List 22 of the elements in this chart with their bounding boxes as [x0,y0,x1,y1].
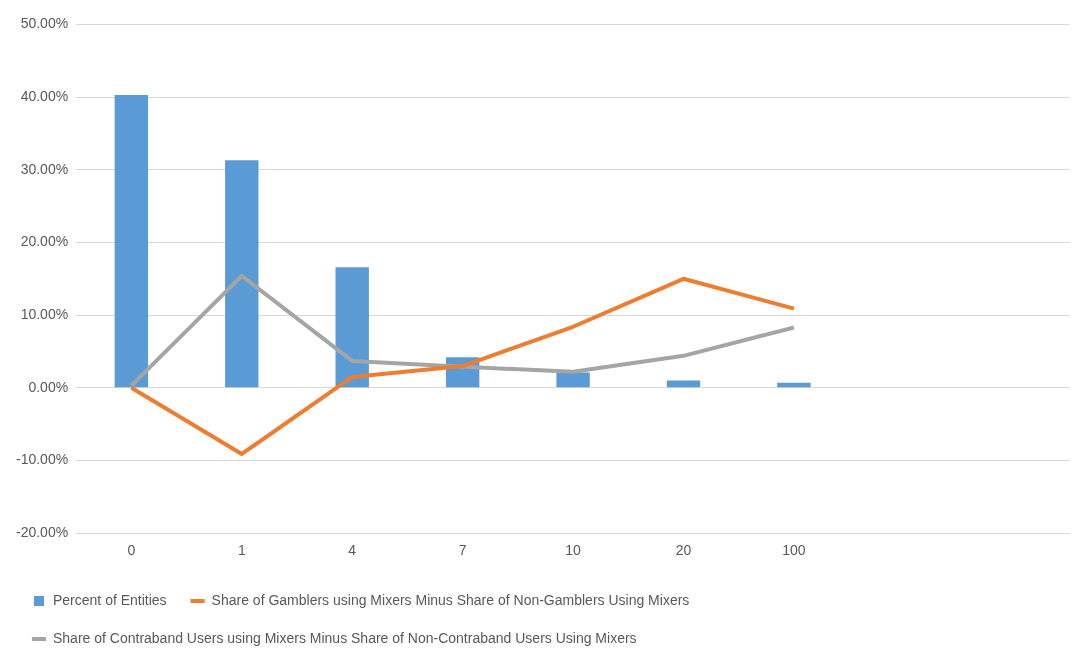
y-tick-label: 10.00% [20,306,69,322]
y-tick-label: 20.00% [20,233,69,250]
y-tick-label: 40.00% [20,87,69,104]
bar [225,160,259,388]
x-tick-label: 10 [565,542,582,559]
x-tick-label: 0 [127,542,136,559]
x-tick-label: 20 [675,542,692,559]
bar [114,94,149,388]
y-tick-label: 50.00% [20,15,69,32]
bar [556,372,590,388]
bar [335,267,369,388]
y-tick-label: -10.00% [15,451,69,468]
y-tick-label: -20.00% [15,524,69,541]
legend-label: Share of Gamblers using Mixers Minus Share of Non-Gamblers Using Mixers [211,591,690,608]
x-tick-label: 100 [782,542,806,559]
y-tick-label: 30.00% [20,160,69,177]
x-tick-label: 4 [348,542,357,559]
y-tick-label: 0.00% [28,378,69,395]
x-tick-label: 7 [458,542,467,559]
x-tick-label: 1 [237,542,246,559]
legend-label: Percent of Entities [53,591,167,608]
legend-label: Share of Contraband Users using Mixers Minus Share of Non-Contraband Users Using Mixers [53,629,637,646]
